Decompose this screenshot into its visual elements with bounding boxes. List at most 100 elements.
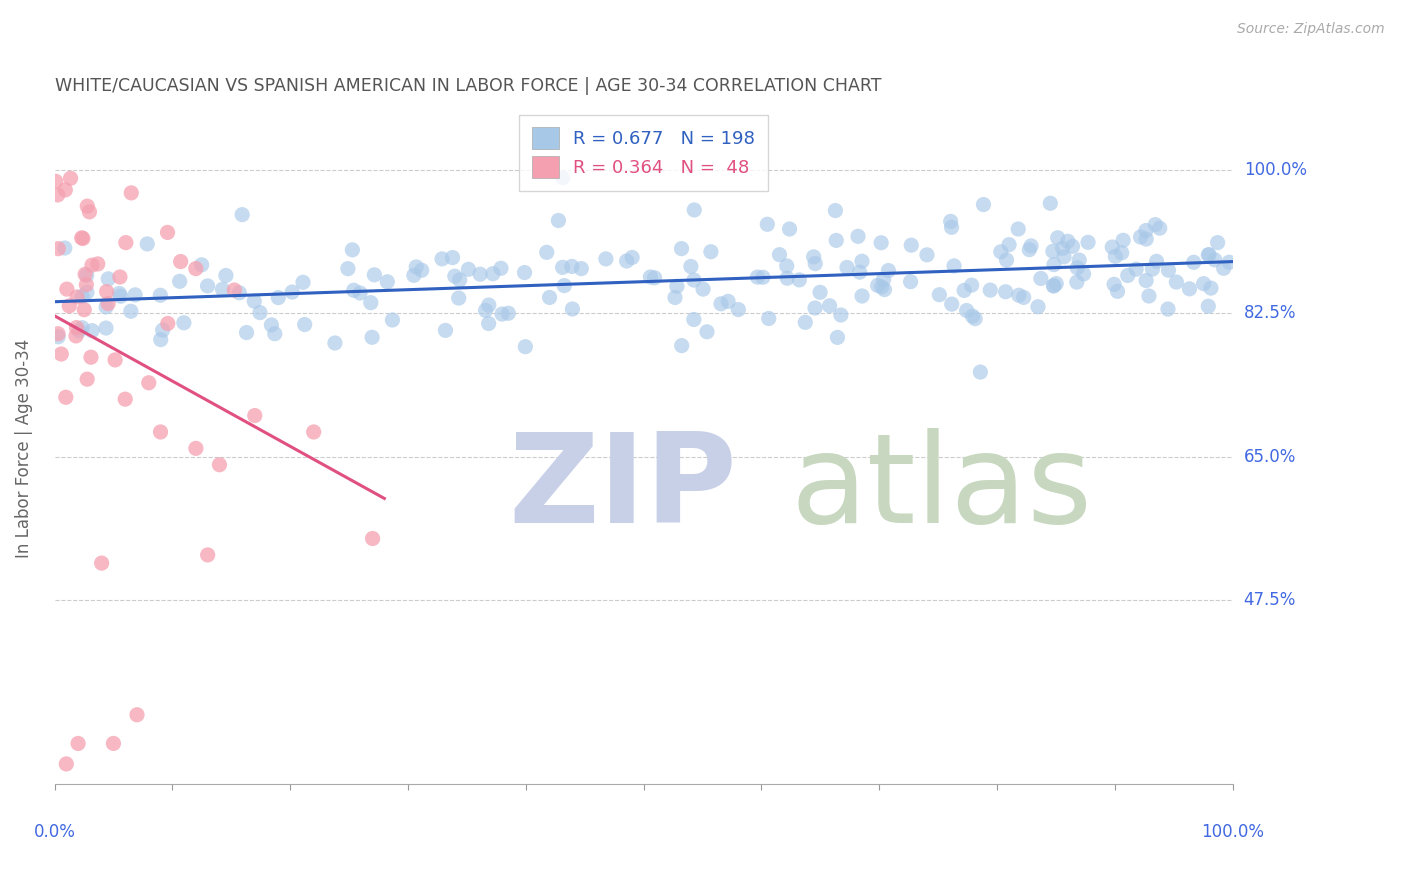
Point bbox=[474, 303, 496, 318]
Point bbox=[46, 330, 69, 344]
Point bbox=[776, 271, 799, 285]
Point bbox=[818, 299, 841, 313]
Point bbox=[292, 275, 315, 289]
Point bbox=[80, 258, 103, 272]
Point bbox=[53, 241, 76, 255]
Point bbox=[1178, 282, 1201, 296]
Point bbox=[1125, 262, 1147, 277]
Point bbox=[51, 347, 73, 361]
Point bbox=[804, 257, 827, 271]
Point bbox=[969, 365, 991, 379]
Point bbox=[779, 222, 801, 236]
Point bbox=[115, 235, 138, 250]
Point bbox=[120, 186, 142, 200]
Point bbox=[55, 756, 77, 771]
Point bbox=[46, 242, 69, 256]
Point bbox=[1135, 274, 1157, 288]
Point bbox=[515, 340, 537, 354]
Point bbox=[830, 308, 852, 322]
Point bbox=[692, 282, 714, 296]
Point bbox=[1043, 278, 1066, 293]
Point bbox=[152, 323, 174, 337]
Point bbox=[149, 425, 172, 439]
Point bbox=[294, 318, 316, 332]
Point bbox=[727, 302, 749, 317]
Point bbox=[1111, 245, 1133, 260]
Point bbox=[1069, 253, 1091, 268]
Point bbox=[1206, 235, 1229, 250]
Point bbox=[228, 285, 250, 300]
Point bbox=[1218, 255, 1240, 269]
Point bbox=[1144, 218, 1167, 232]
Point bbox=[120, 304, 142, 318]
Point bbox=[208, 458, 231, 472]
Point bbox=[756, 217, 779, 231]
Point bbox=[939, 214, 962, 228]
Point bbox=[468, 267, 491, 281]
Point bbox=[149, 288, 172, 302]
Point bbox=[215, 268, 238, 283]
Point bbox=[169, 254, 191, 268]
Point bbox=[789, 273, 811, 287]
Point bbox=[995, 252, 1018, 267]
Point bbox=[94, 321, 117, 335]
Legend: R = 0.677   N = 198, R = 0.364   N =  48: R = 0.677 N = 198, R = 0.364 N = 48 bbox=[519, 114, 768, 191]
Point bbox=[173, 316, 195, 330]
Point bbox=[1042, 244, 1064, 259]
Point bbox=[149, 333, 172, 347]
Point bbox=[990, 244, 1012, 259]
Point bbox=[877, 263, 900, 277]
Point bbox=[827, 330, 849, 344]
Point bbox=[342, 243, 364, 257]
Point bbox=[1198, 248, 1220, 262]
Point bbox=[489, 261, 512, 276]
Point bbox=[794, 315, 817, 329]
Point bbox=[1102, 277, 1125, 292]
Point bbox=[768, 248, 790, 262]
Point bbox=[551, 170, 574, 185]
Point bbox=[640, 270, 662, 285]
Point bbox=[710, 297, 733, 311]
Point bbox=[972, 197, 994, 211]
Point bbox=[197, 279, 219, 293]
Point bbox=[551, 260, 574, 275]
Point bbox=[302, 425, 325, 439]
Point bbox=[1052, 241, 1074, 255]
Point bbox=[962, 309, 984, 323]
Point bbox=[56, 282, 79, 296]
Point bbox=[679, 260, 702, 274]
Point bbox=[114, 392, 136, 406]
Point bbox=[260, 318, 283, 332]
Point bbox=[960, 278, 983, 293]
Point bbox=[45, 174, 67, 188]
Point bbox=[76, 285, 98, 300]
Point bbox=[70, 231, 93, 245]
Point bbox=[59, 171, 82, 186]
Point bbox=[1008, 288, 1031, 302]
Point bbox=[97, 296, 120, 310]
Point bbox=[758, 311, 780, 326]
Point bbox=[75, 277, 97, 292]
Point bbox=[231, 208, 253, 222]
Point bbox=[80, 324, 103, 338]
Point bbox=[79, 204, 101, 219]
Point bbox=[538, 290, 561, 304]
Point bbox=[58, 299, 80, 313]
Point bbox=[671, 242, 693, 256]
Point bbox=[664, 291, 686, 305]
Point bbox=[943, 259, 966, 273]
Point bbox=[1104, 249, 1126, 263]
Point bbox=[804, 301, 827, 315]
Point bbox=[547, 213, 569, 227]
Point bbox=[870, 235, 893, 250]
Point bbox=[1012, 290, 1035, 304]
Point bbox=[478, 317, 501, 331]
Point bbox=[776, 259, 799, 273]
Point bbox=[73, 302, 96, 317]
Point bbox=[872, 272, 894, 286]
Point bbox=[851, 289, 873, 303]
Point bbox=[1146, 254, 1168, 268]
Point bbox=[103, 736, 125, 750]
Point bbox=[1199, 281, 1222, 295]
Point bbox=[138, 376, 160, 390]
